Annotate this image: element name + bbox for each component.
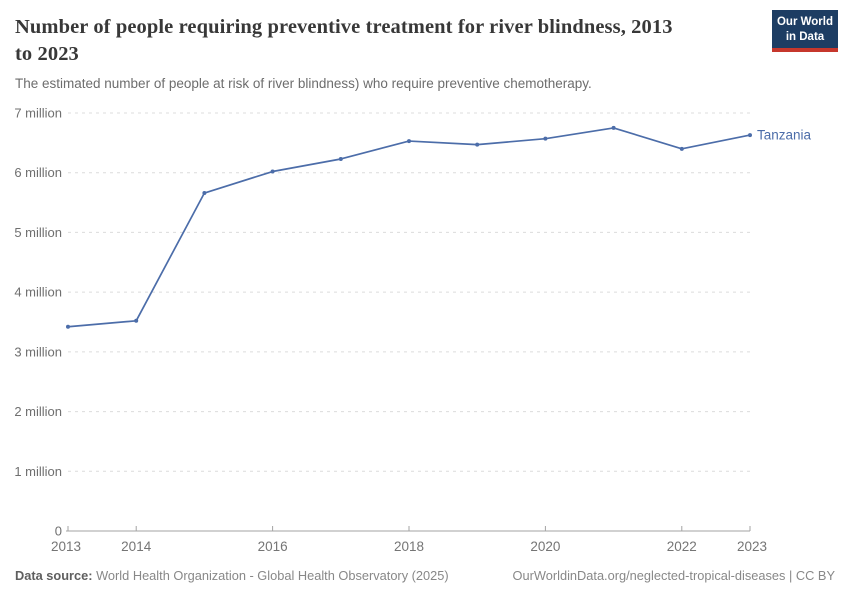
series-label: Tanzania (757, 128, 812, 143)
x-axis-tick-label: 2018 (394, 539, 424, 554)
chart-subtitle: The estimated number of people at risk o… (15, 76, 592, 91)
data-source-label: Data source: (15, 568, 93, 583)
data-source: Data source: World Health Organization -… (15, 568, 449, 583)
y-axis-tick-label: 6 million (14, 165, 62, 180)
owid-logo-line2: in Data (785, 30, 825, 43)
y-axis-tick-label: 4 million (14, 285, 62, 300)
data-point[interactable] (475, 142, 480, 147)
owid-logo[interactable]: Our World in Data (772, 10, 838, 52)
data-point[interactable] (748, 133, 752, 138)
chart-footer: Data source: World Health Organization -… (15, 568, 835, 583)
data-point[interactable] (270, 169, 275, 174)
data-source-text: World Health Organization - Global Healt… (92, 568, 449, 583)
data-point[interactable] (407, 139, 411, 144)
y-axis-tick-label: 7 million (14, 106, 62, 121)
data-point[interactable] (679, 146, 684, 151)
footer-citation-link[interactable]: OurWorldinData.org/neglected-tropical-di… (512, 568, 835, 583)
y-axis-tick-label: 1 million (14, 464, 62, 479)
y-axis-tick-label: 3 million (14, 344, 62, 359)
owid-logo-line1: Our World (776, 16, 833, 28)
x-axis-tick-label: 2016 (258, 539, 288, 554)
x-axis-tick-label: 2014 (121, 539, 152, 554)
x-axis-tick-label: 2020 (530, 539, 560, 554)
data-point[interactable] (611, 125, 616, 130)
y-axis-tick-label: 2 million (14, 404, 62, 419)
x-axis-tick-label: 2022 (667, 539, 697, 554)
y-axis-tick-label: 5 million (14, 225, 62, 240)
data-point[interactable] (134, 318, 139, 323)
page-title: Number of people requiring preventive tr… (15, 16, 673, 65)
data-point[interactable] (543, 136, 548, 141)
x-axis-tick-label: 2013 (51, 539, 81, 554)
tanzania-line[interactable] (67, 127, 751, 328)
y-axis-tick-label: 0 (55, 524, 62, 539)
x-axis-tick-label: 2023 (737, 539, 767, 554)
data-point[interactable] (338, 156, 343, 161)
data-point[interactable] (202, 191, 207, 196)
data-point[interactable] (66, 324, 70, 329)
